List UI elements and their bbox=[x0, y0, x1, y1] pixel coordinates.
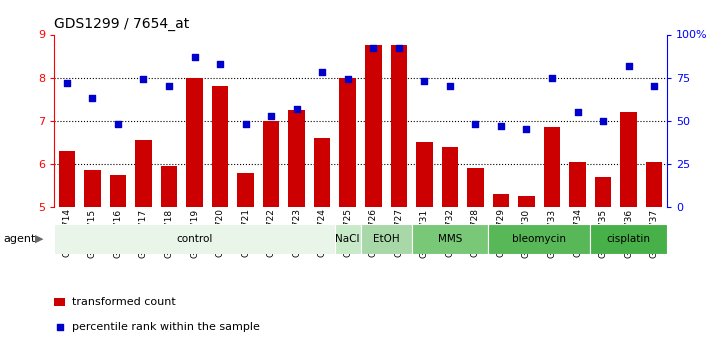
Point bbox=[547, 75, 558, 80]
Point bbox=[265, 113, 277, 118]
Text: bleomycin: bleomycin bbox=[512, 234, 566, 244]
Bar bbox=[416, 142, 433, 207]
Point bbox=[317, 70, 328, 75]
Bar bbox=[54, 224, 335, 254]
Point bbox=[112, 121, 124, 127]
Text: EtOH: EtOH bbox=[373, 234, 399, 244]
Bar bbox=[518, 196, 535, 207]
Bar bbox=[570, 162, 586, 207]
Bar bbox=[360, 224, 412, 254]
Point bbox=[405, 147, 417, 153]
Text: MMS: MMS bbox=[438, 234, 462, 244]
Point bbox=[189, 54, 200, 60]
Bar bbox=[314, 138, 330, 207]
Point bbox=[572, 109, 583, 115]
Point bbox=[87, 96, 98, 101]
Bar bbox=[263, 121, 280, 207]
Bar bbox=[84, 170, 101, 207]
Bar bbox=[54, 298, 65, 306]
Point bbox=[240, 121, 252, 127]
Point bbox=[291, 106, 302, 111]
Text: GDS1299 / 7654_at: GDS1299 / 7654_at bbox=[54, 17, 190, 31]
Bar bbox=[391, 45, 407, 207]
Bar bbox=[595, 177, 611, 207]
Point bbox=[342, 77, 353, 82]
Text: percentile rank within the sample: percentile rank within the sample bbox=[72, 322, 260, 332]
Point bbox=[521, 127, 532, 132]
Point bbox=[368, 46, 379, 51]
Bar bbox=[212, 86, 229, 207]
Point bbox=[419, 78, 430, 84]
Bar bbox=[288, 110, 305, 207]
Bar bbox=[135, 140, 151, 207]
Point bbox=[495, 123, 507, 129]
Point bbox=[61, 80, 73, 86]
Point bbox=[138, 77, 149, 82]
Point bbox=[597, 118, 609, 124]
Point bbox=[623, 63, 634, 68]
Text: control: control bbox=[177, 234, 213, 244]
Text: agent: agent bbox=[4, 234, 36, 244]
Point bbox=[469, 121, 481, 127]
Bar bbox=[58, 151, 75, 207]
Bar bbox=[467, 168, 484, 207]
Text: NaCl: NaCl bbox=[335, 234, 360, 244]
Bar bbox=[365, 45, 381, 207]
Bar bbox=[620, 112, 637, 207]
Bar bbox=[488, 224, 590, 254]
Bar bbox=[492, 194, 509, 207]
Bar bbox=[441, 147, 458, 207]
Text: cisplatin: cisplatin bbox=[606, 234, 650, 244]
Point bbox=[214, 61, 226, 67]
Bar bbox=[335, 224, 360, 254]
Point bbox=[648, 83, 660, 89]
Bar bbox=[237, 172, 254, 207]
Point bbox=[393, 46, 404, 51]
Point bbox=[444, 83, 456, 89]
Bar bbox=[412, 224, 488, 254]
Text: ▶: ▶ bbox=[35, 234, 43, 244]
Text: transformed count: transformed count bbox=[72, 297, 176, 307]
Point bbox=[163, 83, 174, 89]
Bar bbox=[646, 162, 663, 207]
Bar bbox=[161, 166, 177, 207]
Bar bbox=[186, 78, 203, 207]
Bar bbox=[340, 78, 356, 207]
Bar bbox=[110, 175, 126, 207]
Bar bbox=[544, 127, 560, 207]
Bar bbox=[590, 224, 667, 254]
